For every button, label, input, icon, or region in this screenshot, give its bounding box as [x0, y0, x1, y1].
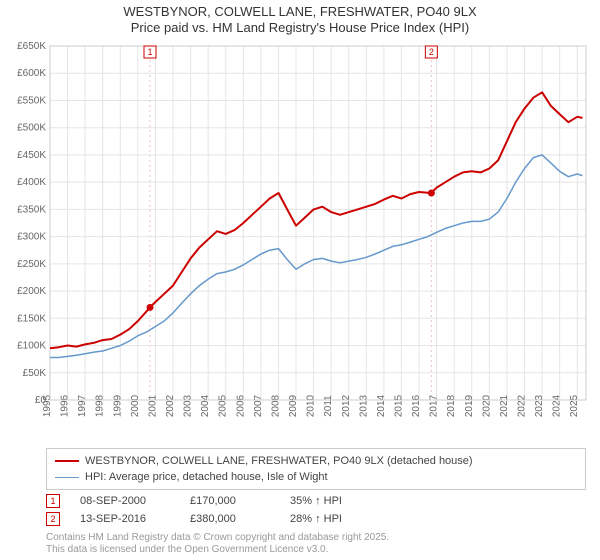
legend-label: HPI: Average price, detached house, Isle…: [85, 471, 328, 483]
svg-text:2007: 2007: [253, 394, 264, 417]
title-line2: Price paid vs. HM Land Registry's House …: [0, 20, 600, 36]
svg-text:2005: 2005: [218, 394, 229, 417]
event-badge: 2: [46, 512, 60, 526]
svg-text:2: 2: [429, 47, 434, 57]
legend-item: HPI: Average price, detached house, Isle…: [55, 469, 577, 485]
event-delta: 35% ↑ HPI: [290, 495, 342, 507]
chart-area: £0£50K£100K£150K£200K£250K£300K£350K£400…: [8, 40, 592, 440]
svg-text:£150K: £150K: [17, 313, 46, 324]
svg-text:2024: 2024: [552, 394, 563, 417]
event-price: £170,000: [190, 495, 270, 507]
svg-text:1998: 1998: [95, 394, 106, 417]
chart-title: WESTBYNOR, COLWELL LANE, FRESHWATER, PO4…: [0, 0, 600, 37]
event-date: 08-SEP-2000: [80, 495, 170, 507]
svg-text:£300K: £300K: [17, 232, 46, 243]
svg-text:1997: 1997: [77, 394, 88, 417]
footer-line1: Contains HM Land Registry data © Crown c…: [46, 532, 586, 544]
svg-text:2016: 2016: [411, 394, 422, 417]
event-delta: 28% ↑ HPI: [290, 513, 342, 525]
footer-line2: This data is licensed under the Open Gov…: [46, 544, 586, 556]
price-chart: £0£50K£100K£150K£200K£250K£300K£350K£400…: [8, 40, 592, 440]
svg-text:2014: 2014: [376, 394, 387, 417]
svg-text:2013: 2013: [358, 394, 369, 417]
svg-text:£200K: £200K: [17, 286, 46, 297]
svg-text:2020: 2020: [481, 394, 492, 417]
svg-text:2021: 2021: [499, 394, 510, 417]
title-line1: WESTBYNOR, COLWELL LANE, FRESHWATER, PO4…: [0, 4, 600, 20]
svg-text:2018: 2018: [446, 394, 457, 417]
svg-text:1995: 1995: [42, 394, 53, 417]
svg-text:2009: 2009: [288, 394, 299, 417]
svg-text:£550K: £550K: [17, 95, 46, 106]
svg-text:£350K: £350K: [17, 204, 46, 215]
svg-text:2015: 2015: [393, 394, 404, 417]
svg-text:2025: 2025: [569, 394, 580, 417]
svg-text:£500K: £500K: [17, 123, 46, 134]
svg-text:1999: 1999: [112, 394, 123, 417]
legend-item: WESTBYNOR, COLWELL LANE, FRESHWATER, PO4…: [55, 453, 577, 469]
svg-text:2012: 2012: [341, 394, 352, 417]
legend-label: WESTBYNOR, COLWELL LANE, FRESHWATER, PO4…: [85, 455, 473, 467]
event-price: £380,000: [190, 513, 270, 525]
svg-text:2008: 2008: [270, 394, 281, 417]
attribution-footer: Contains HM Land Registry data © Crown c…: [46, 532, 586, 556]
svg-text:1: 1: [147, 47, 152, 57]
legend-swatch: [55, 477, 79, 478]
svg-text:£100K: £100K: [17, 341, 46, 352]
svg-text:£250K: £250K: [17, 259, 46, 270]
legend-swatch: [55, 460, 79, 462]
svg-text:£50K: £50K: [23, 368, 47, 379]
svg-text:£650K: £650K: [17, 41, 46, 52]
svg-text:2006: 2006: [235, 394, 246, 417]
svg-text:2011: 2011: [323, 395, 334, 417]
svg-text:£400K: £400K: [17, 177, 46, 188]
svg-text:2017: 2017: [429, 394, 440, 417]
svg-text:2002: 2002: [165, 394, 176, 417]
event-date: 13-SEP-2016: [80, 513, 170, 525]
svg-text:1996: 1996: [60, 394, 71, 417]
event-badge: 1: [46, 494, 60, 508]
events-table: 1 08-SEP-2000 £170,000 35% ↑ HPI 2 13-SEP-201…: [46, 492, 586, 528]
svg-text:£450K: £450K: [17, 150, 46, 161]
svg-text:2019: 2019: [464, 394, 475, 417]
event-row: 1 08-SEP-2000 £170,000 35% ↑ HPI: [46, 492, 586, 510]
svg-text:2003: 2003: [183, 394, 194, 417]
svg-text:2010: 2010: [306, 394, 317, 417]
svg-text:2001: 2001: [147, 394, 158, 417]
svg-text:£600K: £600K: [17, 68, 46, 79]
svg-text:2004: 2004: [200, 394, 211, 417]
svg-text:2022: 2022: [516, 394, 527, 417]
event-row: 2 13-SEP-2016 £380,000 28% ↑ HPI: [46, 510, 586, 528]
svg-text:2023: 2023: [534, 394, 545, 417]
svg-text:2000: 2000: [130, 394, 141, 417]
legend: WESTBYNOR, COLWELL LANE, FRESHWATER, PO4…: [46, 448, 586, 490]
